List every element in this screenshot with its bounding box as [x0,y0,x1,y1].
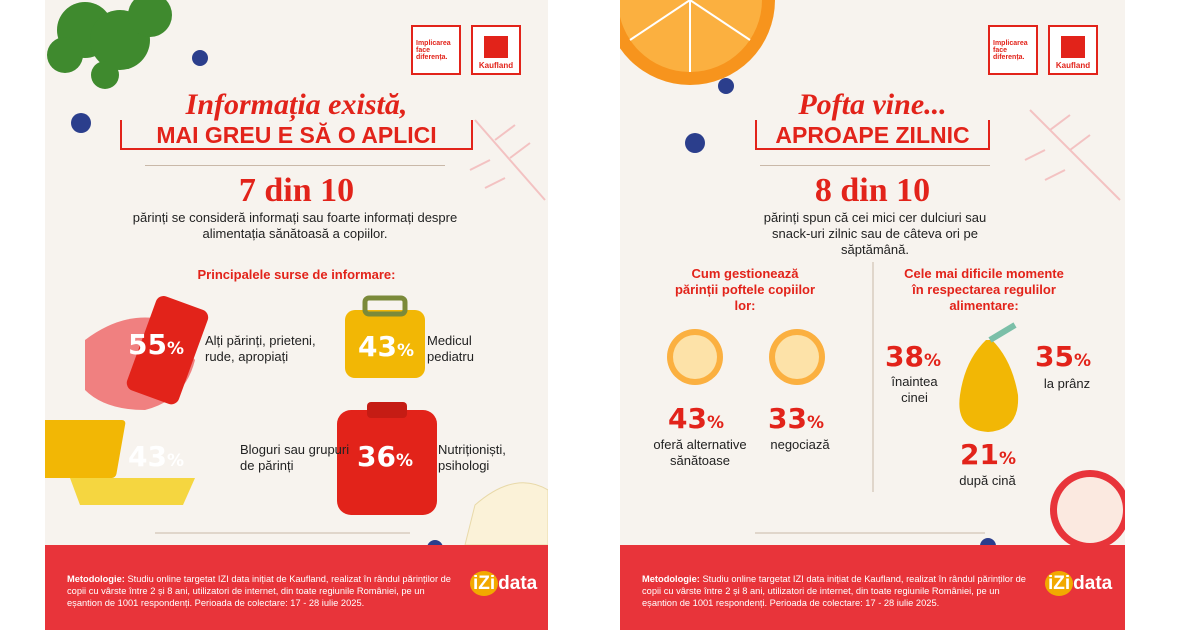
stat: 36% [357,440,413,473]
stat-unit: % [166,339,185,359]
title-line1: Informația există, [185,88,408,121]
methodology-label: Metodologie: [642,574,700,584]
logo-slogan: Implicarea face diferența. [411,25,461,75]
stat-label: Medicul pediatru [427,333,474,364]
title-line2: APROAPE ZILNIC [755,120,990,150]
stat-number: 35 [1035,340,1074,373]
brand: Kaufland [478,61,514,70]
stat-number: 43 [128,440,167,473]
methodology-text: Studiu online targetat IZI data inițiat … [642,574,1026,608]
stat-number: 33 [768,402,807,435]
title-line2: MAI GREU E SĂ O APLICI [120,120,473,150]
stat-unit: % [998,449,1017,469]
izi-logo: iZi data [1045,571,1113,596]
intro: părinți se consideră informați sau foart… [132,210,458,241]
izi-b: data [498,573,538,594]
panel-right: Implicarea face diferența. Kaufland Poft… [620,0,1125,630]
stat-unit: % [166,451,185,471]
logo-mark [484,36,508,58]
stat-label: Alți părinți, prieteni, rude, apropiați [205,333,316,364]
stat-label: la prânz [1043,376,1091,391]
logo-kaufland: Kaufland [471,25,521,75]
stat-number: 38 [885,340,924,373]
stat: 43% [128,440,184,473]
sources-heading: Principalele surse de informare: [197,267,396,282]
divider [760,165,990,166]
footer: Metodologie: Studiu online targetat IZI … [45,545,548,630]
stat: 55% [128,328,184,361]
stat-unit: % [806,413,825,433]
izi-a: iZi [470,571,499,596]
methodology-text: Studiu online targetat IZI data inițiat … [67,574,451,608]
stat-label: negociază [770,437,830,452]
logo-kaufland: Kaufland [1048,25,1098,75]
moments-heading: Cele mai dificile momente în respectarea… [904,266,1064,313]
stat-label: Nutriționiști, psihologi [438,442,506,473]
headline: 8 din 10 [814,172,931,209]
stat-unit: % [923,351,942,371]
izi-b: data [1073,573,1113,594]
stat: 21% [960,438,1016,471]
stat-label: înaintea cinei [891,374,938,405]
stat: 35% [1035,340,1091,373]
methodology: Metodologie: Studiu online targetat IZI … [642,573,1037,609]
stat-unit: % [1073,351,1092,371]
izi-a: iZi [1045,571,1074,596]
logo-slogan: Implicarea face diferența. [988,25,1038,75]
methodology-label: Metodologie: [67,574,125,584]
stat-label: după cină [959,473,1016,488]
stat-unit: % [395,451,414,471]
stat-label: oferă alternative sănătoase [653,437,747,468]
izi-logo: iZi data [470,571,538,596]
stat-number: 43 [358,330,397,363]
slogan: Implicarea face diferența. [993,39,1028,61]
stat: 43% [668,402,724,435]
stat-label: Bloguri sau grupuri de părinți [240,442,350,473]
stat: 38% [885,340,941,373]
decoration [45,0,548,556]
methodology: Metodologie: Studiu online targetat IZI … [67,573,462,609]
headline: 7 din 10 [238,172,355,209]
stat: 33% [768,402,824,435]
brand: Kaufland [1055,61,1091,70]
decoration [620,0,1125,554]
stat-number: 36 [357,440,396,473]
panel-left: Implicarea face diferența. Kaufland Info… [45,0,548,630]
slogan: Implicarea face diferența. [416,39,451,61]
stat-number: 55 [128,328,167,361]
title-line1: Pofta vine... [798,88,947,121]
stat-number: 43 [668,402,707,435]
logo-mark [1061,36,1085,58]
stat-number: 21 [960,438,999,471]
stat: 43% [358,330,414,363]
stat-unit: % [396,341,415,361]
intro: părinți spun că cei mici cer dulciuri sa… [763,210,987,257]
manage-heading: Cum gestionează părinții poftele copiilo… [674,266,816,313]
footer: Metodologie: Studiu online targetat IZI … [620,545,1125,630]
stat-unit: % [706,413,725,433]
divider [145,165,445,166]
